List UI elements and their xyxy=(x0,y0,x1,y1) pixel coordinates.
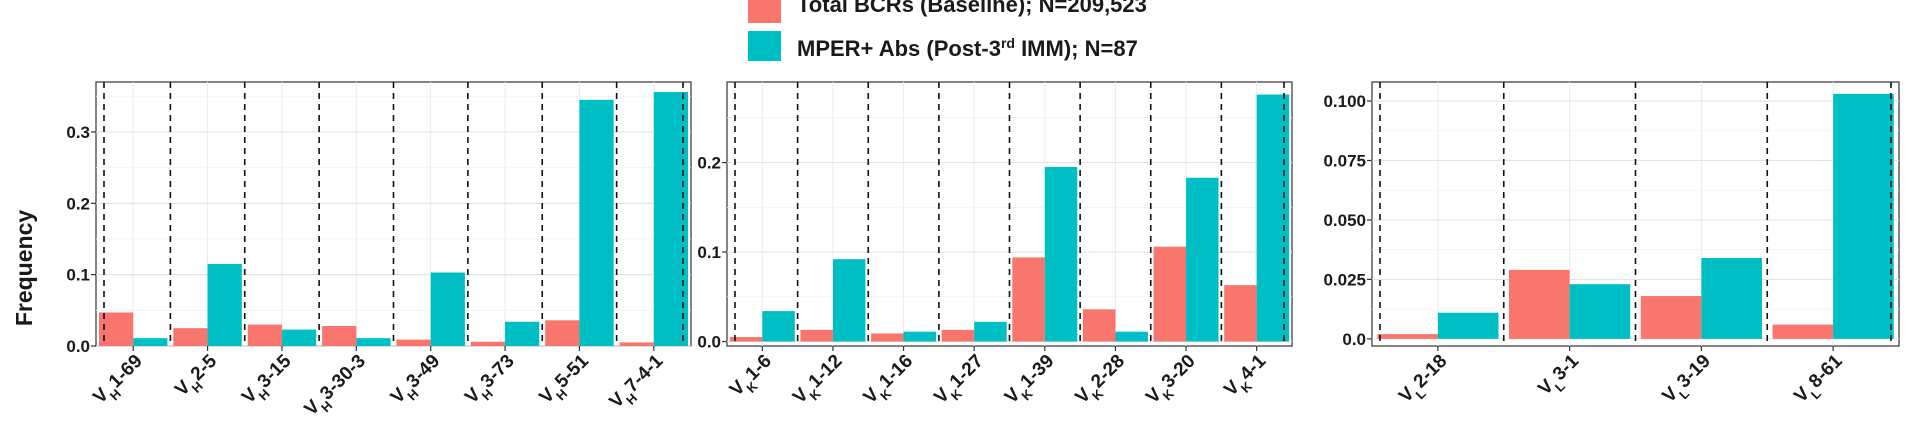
x-tick-label: VK1-12 xyxy=(789,351,850,412)
x-tick-label: VK2-28 xyxy=(1072,351,1133,412)
legend-label-0: Total BCRs (Baseline); N=209,523 xyxy=(797,0,1147,17)
y-tick-label: 0.2 xyxy=(66,194,90,213)
x-tick-label: VL8-61 xyxy=(1790,350,1851,411)
bar-baseline-8-7 xyxy=(619,342,654,346)
bar-baseline-8-4 xyxy=(396,339,431,346)
x-tick-label: VH3-73 xyxy=(461,351,522,412)
bar-mper-8-3 xyxy=(974,321,1007,342)
bar-mper-8-6 xyxy=(1186,177,1219,342)
legend-swatch-0 xyxy=(748,0,781,23)
bar-mper-4-3 xyxy=(1833,93,1894,339)
x-tick-label: VK3-20 xyxy=(1142,351,1203,412)
bar-baseline-8-4 xyxy=(1012,257,1045,342)
y-tick-label: 0.0 xyxy=(66,337,90,356)
y-axis-label: Frequency xyxy=(11,210,37,327)
x-tick-label: VH3-15 xyxy=(238,350,300,412)
y-tick-label: 0.2 xyxy=(697,154,721,173)
y-tick-label: 0.100 xyxy=(1323,92,1366,111)
bar-baseline-8-1 xyxy=(173,328,208,346)
x-tick-label: VH3-49 xyxy=(387,351,448,412)
bar-mper-8-2 xyxy=(281,329,317,346)
bar-mper-8-6 xyxy=(579,99,614,347)
bar-mper-8-5 xyxy=(505,321,540,346)
x-tick-label: VH5-51 xyxy=(536,350,598,412)
x-tick-label: VK1-16 xyxy=(860,351,921,412)
y-tick-label: 0.0 xyxy=(697,333,721,352)
bar-mper-4-2 xyxy=(1701,258,1762,339)
x-tick-label: VK1-27 xyxy=(930,351,991,412)
bar-mper-8-5 xyxy=(1115,331,1148,342)
x-tick-label: VK1-6 xyxy=(726,351,780,405)
x-tick-label: VL2-18 xyxy=(1395,351,1455,411)
bar-baseline-8-3 xyxy=(322,326,357,346)
bar-mper-8-3 xyxy=(356,338,391,346)
bar-baseline-4-3 xyxy=(1772,324,1834,339)
bar-baseline-8-0 xyxy=(729,337,763,342)
bar-baseline-8-5 xyxy=(1082,309,1116,342)
x-tick-label: VH7-4-1 xyxy=(606,350,672,416)
panel-2: 0.00.10.2VK1-6VK1-12VK1-16VK1-27VK1-39VK… xyxy=(697,81,1293,412)
bar-baseline-8-2 xyxy=(871,333,904,342)
bar-mper-8-4 xyxy=(430,272,465,346)
x-tick-label: VH2-5 xyxy=(171,350,225,404)
legend-swatch-1 xyxy=(748,31,781,61)
y-tick-label: 0.0 xyxy=(1342,330,1366,349)
y-tick-label: 0.050 xyxy=(1323,211,1366,230)
y-tick-label: 0.3 xyxy=(66,123,90,142)
y-tick-label: 0.1 xyxy=(66,266,90,285)
bar-mper-8-0 xyxy=(762,311,795,342)
bar-mper-8-1 xyxy=(832,259,866,342)
bar-baseline-8-5 xyxy=(470,341,506,346)
x-tick-label: VL3-19 xyxy=(1659,351,1719,411)
panel-3: 0.0 0.025 0.050 0.075 0.100 VL2-18 VL3-1 VL3-19… xyxy=(1323,81,1900,411)
bar-mper-8-1 xyxy=(207,263,242,346)
x-tick-label: VH3-30-3 xyxy=(301,351,374,424)
y-tick-label: 0.1 xyxy=(697,243,721,262)
x-tick-label: VH1-69 xyxy=(89,351,150,412)
legend: Total BCRs (Baseline); N=209,523 MPER+ Ab… xyxy=(748,0,1147,61)
bar-mper-4-1 xyxy=(1569,284,1631,339)
bar-mper-8-2 xyxy=(903,331,937,342)
bar-baseline-8-6 xyxy=(1153,246,1187,342)
bar-baseline-4-1 xyxy=(1509,269,1570,339)
bar-baseline-8-7 xyxy=(1224,285,1257,342)
bar-mper-8-4 xyxy=(1044,167,1078,342)
x-tick-label: VK4-1 xyxy=(1220,350,1274,404)
bar-baseline-8-6 xyxy=(545,320,580,346)
bar-mper-8-0 xyxy=(133,338,168,346)
legend-label-1: MPER+ Abs (Post-3rd IMM); N=87 xyxy=(797,35,1138,61)
x-tick-label: VK1-39 xyxy=(1001,351,1062,412)
bar-mper-4-0 xyxy=(1437,312,1499,339)
y-tick-label: 0.025 xyxy=(1323,270,1366,289)
x-tick-label: VL3-1 xyxy=(1534,350,1587,403)
bar-baseline-8-3 xyxy=(941,329,975,342)
bar-baseline-8-1 xyxy=(800,329,833,342)
bar-baseline-8-2 xyxy=(247,324,282,346)
bar-baseline-4-2 xyxy=(1640,296,1702,339)
bar-baseline-4-0 xyxy=(1377,334,1438,339)
y-tick-label: 0.075 xyxy=(1323,151,1366,170)
